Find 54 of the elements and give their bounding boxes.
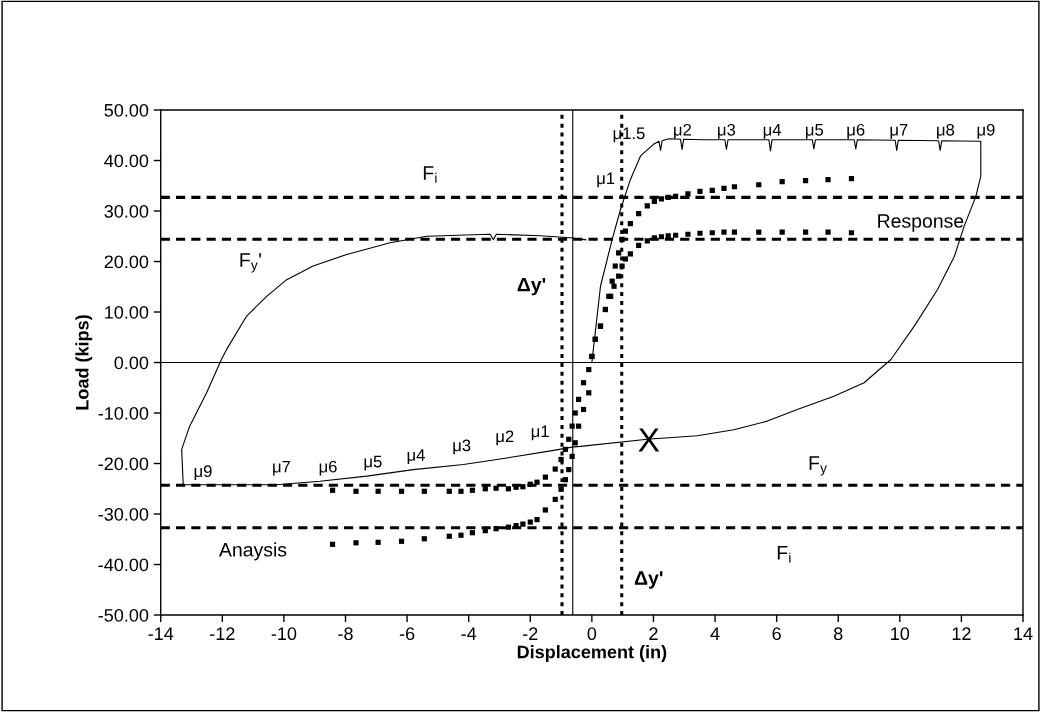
x-tick-label: 6 bbox=[772, 627, 781, 641]
x-tick-label: 14 bbox=[1014, 627, 1033, 640]
x-tick-label: 0 bbox=[587, 627, 597, 641]
y-tick-label: 20.00 bbox=[104, 255, 149, 269]
annotation: F$_{i}$ bbox=[423, 166, 437, 183]
y-tick-label: 0.00 bbox=[114, 356, 149, 370]
y-tick-label: 30.00 bbox=[104, 204, 149, 218]
x-axis-title: Displacement (in) bbox=[517, 645, 667, 662]
annotation: μ3 bbox=[718, 123, 736, 139]
annotation: μ5 bbox=[806, 124, 824, 139]
annotation: μ4 bbox=[407, 449, 425, 464]
x-tick-label: 2 bbox=[649, 627, 658, 640]
x-tick-label: -2 bbox=[523, 627, 538, 640]
annotation: μ1.5 bbox=[613, 127, 645, 143]
annotation: μ1 bbox=[531, 425, 549, 441]
annotation: μ2 bbox=[496, 430, 514, 446]
y-tick-label: -30.00 bbox=[98, 507, 149, 521]
x-tick-label: -4 bbox=[461, 627, 477, 640]
y-tick-label: 50.00 bbox=[104, 103, 149, 117]
annotation: μ6 bbox=[847, 123, 865, 139]
annotation: Response bbox=[878, 214, 964, 232]
y-tick-label: -20.00 bbox=[98, 457, 149, 471]
x-tick-label: -8 bbox=[338, 627, 353, 641]
annotation: μ3 bbox=[453, 439, 471, 455]
annotation: μ8 bbox=[937, 123, 955, 139]
annotation: μ7 bbox=[890, 124, 908, 139]
annotation: μ9 bbox=[977, 123, 995, 139]
x-tick-label: 12 bbox=[952, 627, 971, 640]
x-tick-label: -6 bbox=[399, 627, 415, 641]
y-axis-title: Load (kips) bbox=[75, 315, 93, 410]
x-tick-label: 4 bbox=[710, 627, 720, 640]
annotation: Anaysis bbox=[218, 542, 287, 561]
annotation: F$_{i}$ bbox=[777, 546, 791, 563]
annotation: μ9 bbox=[194, 465, 212, 481]
annotation: μ4 bbox=[763, 124, 782, 139]
x-tick-label: -12 bbox=[210, 627, 235, 640]
y-tick-label: -50.00 bbox=[98, 608, 149, 622]
annotation: μ1 bbox=[597, 172, 615, 188]
annotation: Δy' bbox=[634, 571, 663, 589]
y-tick-label: -10.00 bbox=[98, 406, 149, 420]
y-tick-label: -40.00 bbox=[98, 558, 149, 572]
y-tick-label: 40.00 bbox=[104, 154, 149, 168]
x-tick-label: 8 bbox=[833, 627, 843, 641]
annotation: μ7 bbox=[273, 460, 291, 476]
annotation: Δy' bbox=[517, 277, 546, 296]
annotation: μ5 bbox=[364, 455, 382, 471]
x-tick-label: -14 bbox=[148, 627, 174, 640]
annotation: F$_{y}$' bbox=[240, 253, 261, 273]
x-tick-label: -10 bbox=[271, 627, 297, 641]
y-tick-label: 10.00 bbox=[105, 305, 149, 319]
x-tick-label: 10 bbox=[891, 627, 910, 641]
annotation: F$_{y}$ bbox=[809, 456, 827, 476]
annotation: μ2 bbox=[674, 123, 691, 139]
annotation: μ6 bbox=[319, 460, 337, 476]
